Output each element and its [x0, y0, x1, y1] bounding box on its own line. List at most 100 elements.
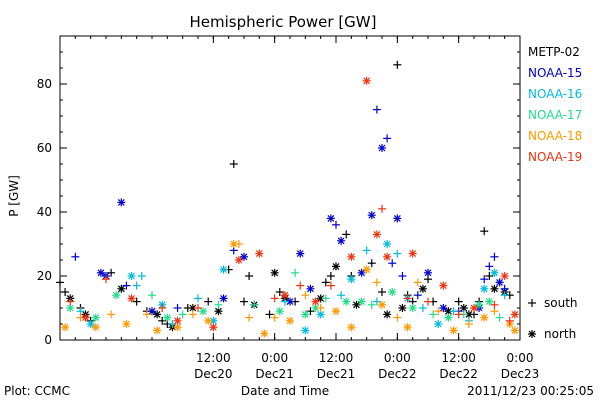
- south-point: [194, 304, 202, 312]
- south-point: [137, 272, 146, 280]
- north-point: [117, 198, 126, 207]
- south-point: [378, 288, 386, 296]
- series-noaa-18: [61, 240, 519, 338]
- north-point: [347, 275, 356, 284]
- north-point: [209, 323, 218, 332]
- south-point: [56, 278, 64, 287]
- north-point: [117, 284, 126, 293]
- north-point: [127, 294, 136, 303]
- south-point: [332, 220, 340, 229]
- south-point: [296, 281, 305, 290]
- y-tick-label: 0: [44, 333, 52, 347]
- south-point: [188, 310, 197, 319]
- x-tick-label-day: Dec21: [317, 367, 356, 381]
- north-point: [316, 310, 325, 319]
- x-axis-label: Date and Time: [241, 384, 329, 398]
- north-point: [510, 326, 519, 335]
- x-tick-label-day: Dec20: [194, 367, 233, 381]
- south-point: [454, 310, 463, 319]
- north-point: [403, 323, 412, 332]
- north-point: [342, 297, 351, 306]
- north-point: [367, 211, 376, 220]
- south-point: [490, 252, 499, 261]
- south-point: [204, 297, 213, 306]
- south-point: [245, 272, 254, 280]
- north-point: [424, 268, 432, 277]
- chart-title: Hemispheric Power [GW]: [190, 13, 377, 31]
- x-tick-label-day: Dec22: [378, 367, 417, 381]
- north-point: [91, 323, 100, 332]
- south-point: [362, 246, 371, 255]
- south-point: [291, 268, 300, 277]
- north-point: [490, 268, 499, 277]
- north-point: [153, 310, 162, 319]
- south-point: [464, 320, 473, 328]
- north-point: [301, 310, 310, 319]
- north-point: [383, 240, 392, 248]
- legend-entry-noaa-16: NOAA-16: [528, 87, 582, 101]
- legend-south-label: south: [544, 296, 578, 310]
- south-point: [393, 60, 402, 69]
- north-point: [280, 291, 289, 300]
- south-point: [378, 204, 386, 213]
- north-point: [255, 249, 264, 258]
- north-point: [362, 76, 371, 85]
- south-point: [480, 227, 489, 236]
- north-point: [388, 288, 397, 296]
- legend-north-label: north: [544, 327, 576, 341]
- north-point: [286, 316, 294, 325]
- south-point: [398, 272, 407, 280]
- south-point: [500, 291, 509, 300]
- north-point: [270, 268, 279, 277]
- north-point: [362, 265, 371, 274]
- plot-frame: [59, 35, 521, 341]
- south-point: [61, 288, 70, 296]
- north-point: [81, 313, 90, 322]
- north-point: [383, 310, 392, 319]
- legend-entry-noaa-17: NOAA-17: [528, 108, 582, 122]
- south-point: [434, 307, 443, 316]
- south-point: [393, 313, 402, 322]
- south-point: [342, 230, 351, 239]
- south-point: [132, 281, 141, 290]
- y-axis-label: P [GW]: [7, 175, 21, 217]
- plot-credit: Plot: CCMC: [4, 384, 70, 398]
- legend-entry-noaa-19: NOAA-19: [528, 150, 582, 164]
- north-point: [204, 316, 213, 325]
- x-tick-label-day: Dec22: [439, 367, 478, 381]
- legend-entry-noaa-15: NOAA-15: [528, 66, 582, 80]
- north-point: [219, 294, 228, 303]
- south-point: [173, 304, 182, 312]
- north-point: [199, 307, 208, 316]
- x-tick-label-time: 12:00: [196, 351, 231, 365]
- north-point: [470, 304, 478, 312]
- north-point: [275, 307, 284, 316]
- plot-timestamp: 2011/12/23 00:25:05: [467, 384, 594, 398]
- south-point: [326, 281, 335, 290]
- north-point: [347, 323, 356, 332]
- north-point: [260, 329, 269, 338]
- south-point: [178, 310, 187, 319]
- north-point: [337, 236, 346, 245]
- legend: METP-02 NOAA-15 NOAA-16 NOAA-17 NOAA-18 NOAA-…: [528, 45, 582, 341]
- south-point: [393, 249, 402, 258]
- south-point: [214, 300, 223, 309]
- south-point: [245, 313, 254, 322]
- south-point: [148, 291, 156, 300]
- north-point: [408, 249, 417, 258]
- south-point: [321, 294, 330, 303]
- south-point: [316, 304, 325, 312]
- south-point: [367, 259, 376, 268]
- north-point: [408, 304, 417, 312]
- south-point: [250, 300, 259, 309]
- series-noaa-16: [76, 240, 509, 335]
- north-point: [393, 214, 402, 223]
- south-point: [454, 297, 463, 306]
- south-point: [429, 310, 438, 319]
- south-point: [490, 300, 499, 309]
- north-point: [153, 326, 162, 335]
- south-point: [485, 262, 494, 271]
- south-point: [367, 300, 376, 309]
- north-point: [439, 304, 448, 312]
